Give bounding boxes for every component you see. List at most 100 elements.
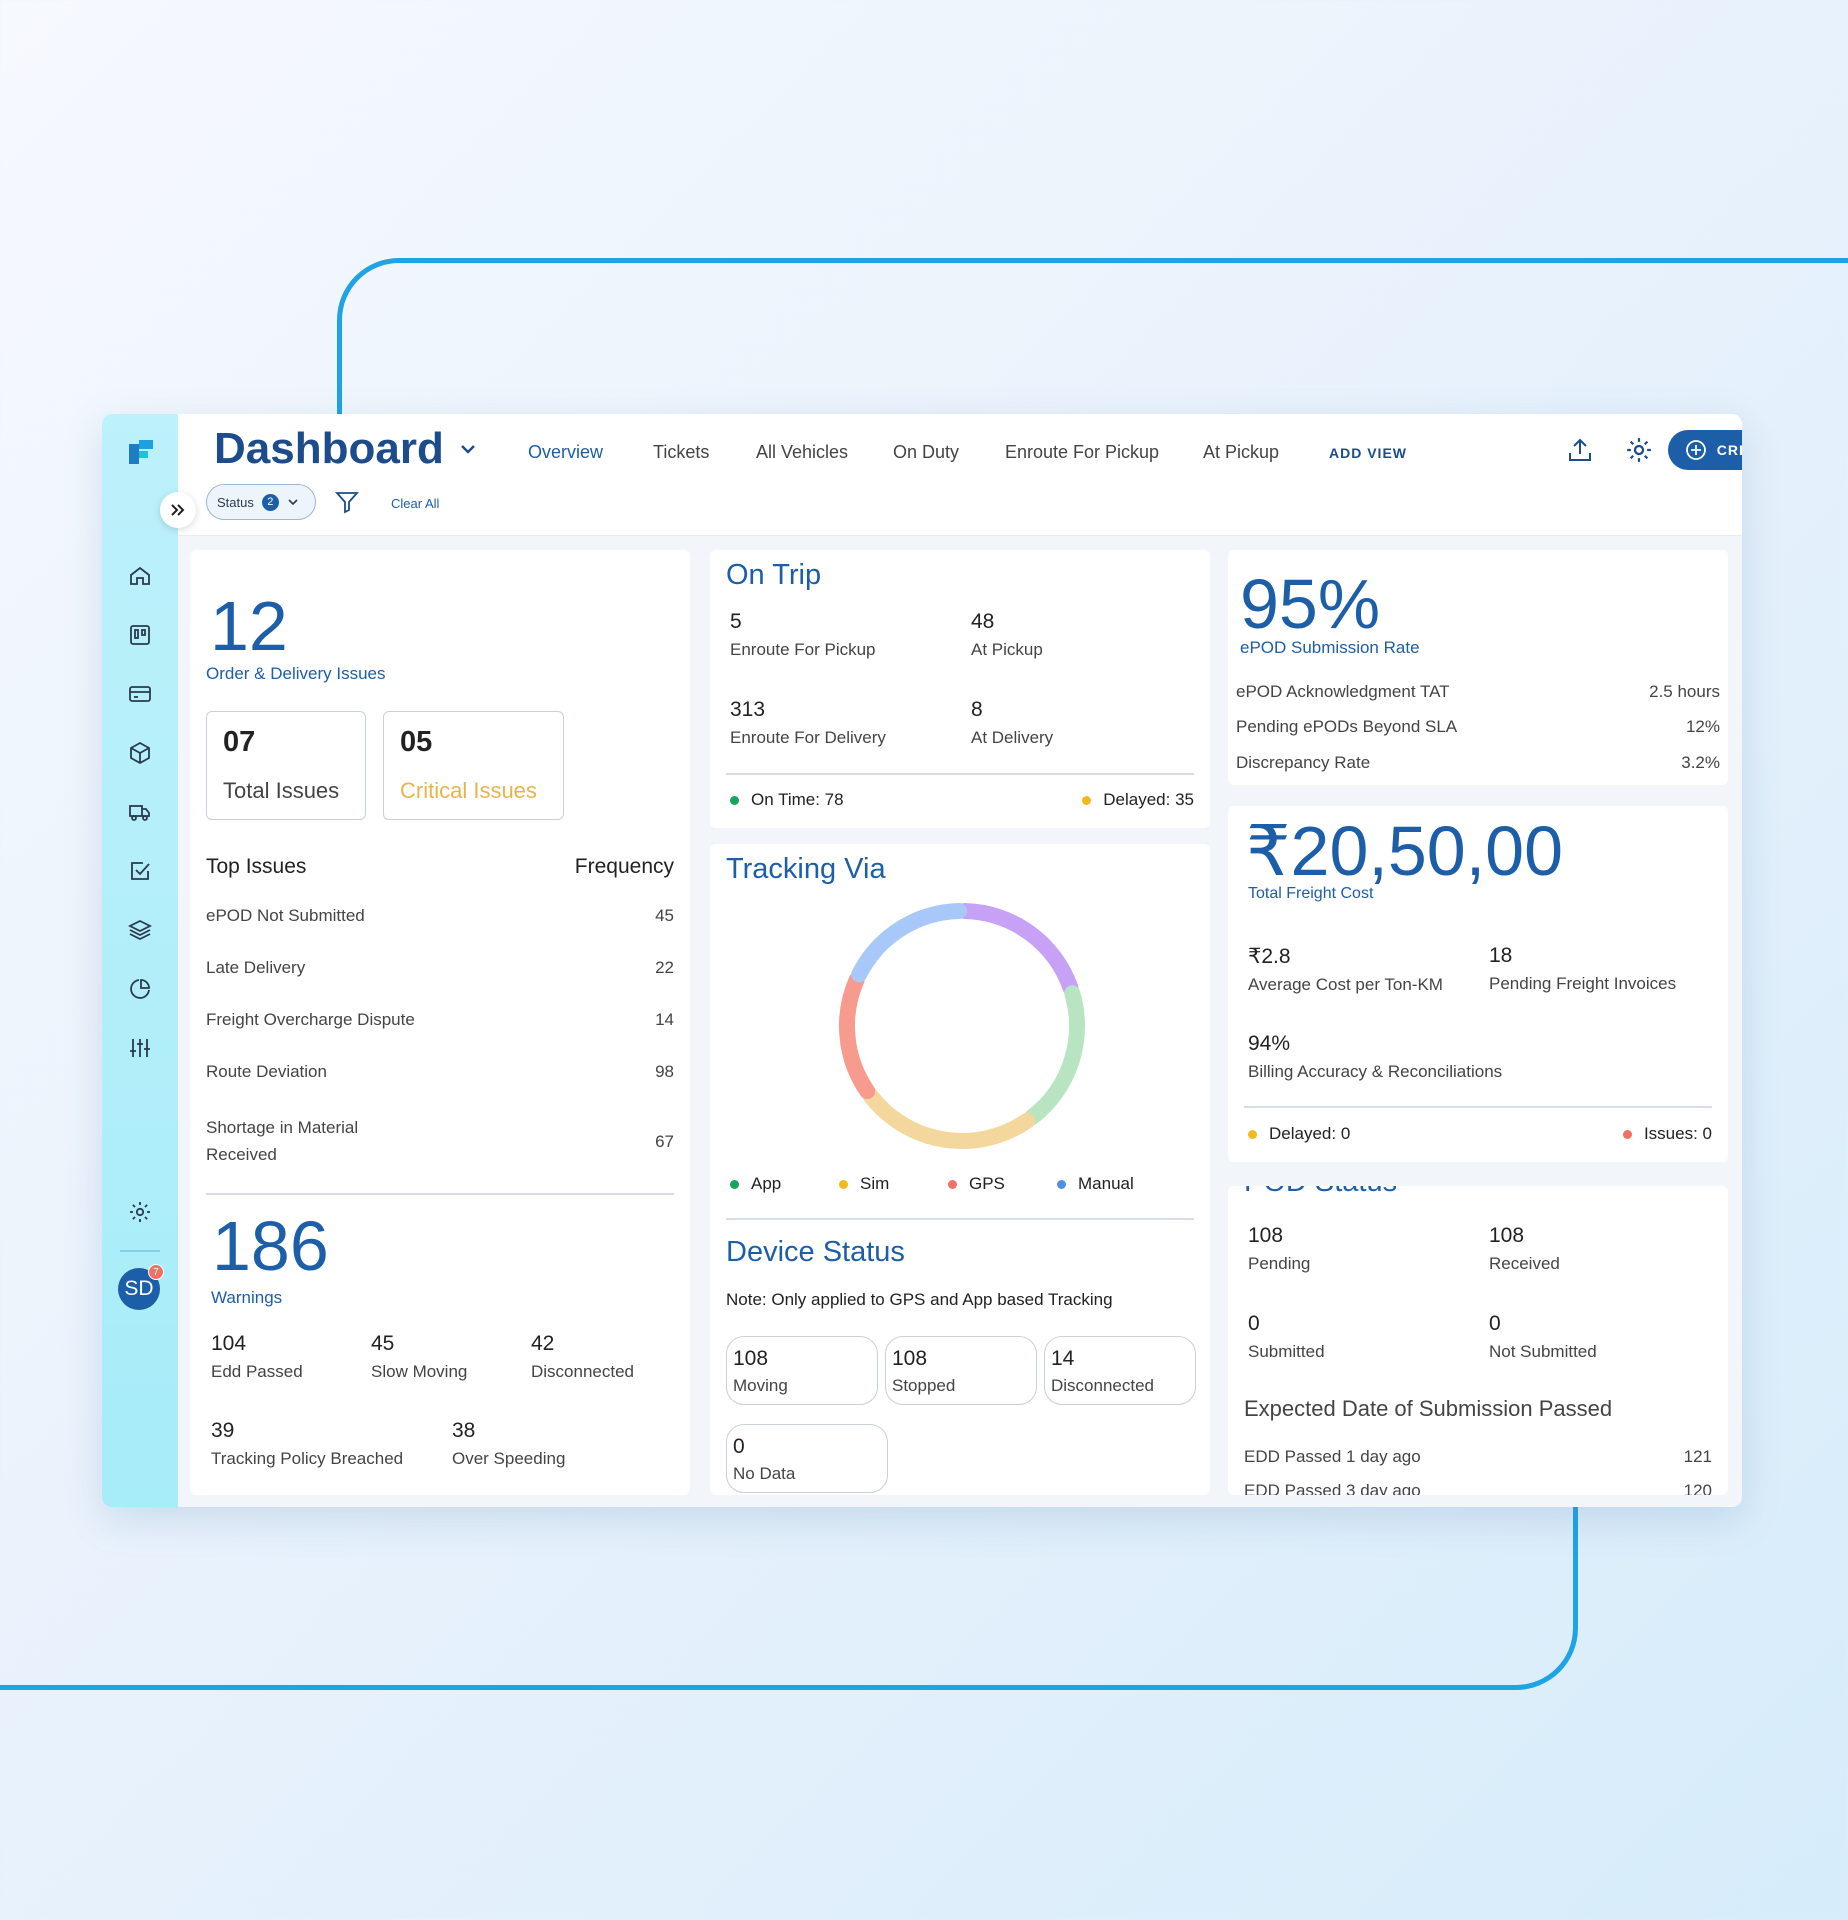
warnings-label: Warnings	[211, 1288, 283, 1307]
warning-stat: 45 Slow Moving	[371, 1332, 467, 1382]
issue-row[interactable]: Shortage in Material Received 67	[190, 1114, 690, 1168]
issue-row[interactable]: Late Delivery 22	[190, 958, 690, 978]
trip-stat-label: Enroute For Delivery	[730, 728, 886, 747]
double-chevron-right-icon	[171, 504, 185, 516]
delayed-dot	[1248, 1130, 1257, 1140]
critical-issues-label: Critical Issues	[400, 778, 537, 803]
sliders-icon[interactable]	[126, 1034, 154, 1062]
trip-stat-label: At Delivery	[971, 728, 1054, 747]
tab-at-pickup[interactable]: At Pickup	[1203, 442, 1280, 462]
dashboard-content: 12 Order & Delivery Issues 07 Total Issu…	[178, 536, 1742, 1507]
tracking-title: Tracking Via	[726, 853, 886, 885]
decorative-frame-top	[337, 258, 1848, 458]
pod-stat-value: 108	[1489, 1224, 1525, 1247]
epod-row-value: 12%	[1685, 717, 1720, 736]
issue-row[interactable]: Route Deviation 98	[190, 1062, 690, 1082]
freight-issues-indicator: Issues: 0	[1622, 1124, 1712, 1144]
trip-stat[interactable]: 8 At Delivery	[971, 698, 1053, 748]
pod-stat-value: 108	[1248, 1224, 1284, 1247]
card-icon[interactable]	[126, 680, 154, 708]
pod-stat-label: Submitted	[1248, 1342, 1325, 1361]
legend-label: Sim	[860, 1174, 890, 1193]
issue-row[interactable]: ePOD Not Submitted 45	[190, 906, 690, 926]
clear-all-link[interactable]: Clear All	[391, 496, 440, 511]
issue-frequency: 14	[655, 1010, 674, 1029]
create-label: CREATE	[1716, 442, 1742, 458]
filter-icon[interactable]	[334, 489, 360, 515]
legend-label: Manual	[1078, 1174, 1134, 1193]
pod-stat-value: 0	[1489, 1312, 1501, 1335]
add-view-button[interactable]: ADD VIEW	[1329, 445, 1407, 461]
device-moving-pill[interactable]: 108 Moving	[726, 1336, 878, 1405]
tracking-donut-chart	[839, 903, 1085, 1149]
pie-chart-icon[interactable]	[126, 975, 154, 1003]
trip-stat[interactable]: 313 Enroute For Delivery	[730, 698, 886, 748]
package-icon[interactable]	[126, 739, 154, 767]
warning-value: 104	[211, 1332, 247, 1355]
top-header: Dashboard Overview Tickets All Vehicles …	[178, 414, 1742, 536]
warning-value: 42	[531, 1332, 555, 1355]
frequency-header: Frequency	[574, 855, 674, 878]
settings-gear-icon[interactable]	[126, 1198, 154, 1226]
truck-icon[interactable]	[126, 798, 154, 826]
epod-row-label: ePOD Acknowledgment TAT	[1236, 682, 1450, 701]
issue-name: Shortage in Material Received	[206, 1118, 359, 1164]
create-button[interactable]: CREATE	[1668, 430, 1742, 470]
warning-label: Tracking Policy Breached	[211, 1449, 404, 1468]
upload-icon[interactable]	[1565, 435, 1595, 465]
tab-tickets[interactable]: Tickets	[653, 442, 710, 462]
tab-overview[interactable]: Overview	[528, 442, 604, 462]
freight-stat-label: Pending Freight Invoices	[1489, 974, 1677, 993]
warning-stat: 39 Tracking Policy Breached	[211, 1419, 403, 1469]
on-time-indicator: On Time: 78	[730, 790, 844, 810]
home-icon[interactable]	[126, 562, 154, 590]
settings-icon[interactable]	[1624, 435, 1654, 465]
device-disconnected-pill[interactable]: 14 Disconnected	[1044, 1336, 1196, 1405]
expand-sidebar-button[interactable]	[160, 492, 196, 528]
issue-name: ePOD Not Submitted	[206, 906, 365, 925]
warning-stat: 38 Over Speeding	[452, 1419, 565, 1469]
device-label: No Data	[733, 1464, 796, 1483]
tab-all-vehicles[interactable]: All Vehicles	[756, 442, 849, 462]
device-value: 108	[892, 1347, 928, 1370]
pod-stat[interactable]: 108 Received	[1489, 1224, 1560, 1274]
freight-stat-label: Average Cost per Ton-KM	[1248, 975, 1443, 994]
trip-stat[interactable]: 48 At Pickup	[971, 610, 1043, 660]
pod-stat[interactable]: 108 Pending	[1248, 1224, 1310, 1274]
warnings-count: 186	[212, 1207, 329, 1285]
legend-gps: GPS	[948, 1174, 1005, 1194]
checklist-icon[interactable]	[126, 857, 154, 885]
warning-stat: 104 Edd Passed	[211, 1332, 303, 1382]
freight-issues-text: Issues: 0	[1643, 1124, 1712, 1143]
tab-enroute-for-pickup[interactable]: Enroute For Pickup	[1005, 442, 1160, 462]
donut-segment	[862, 1088, 1036, 1149]
chevron-down-icon[interactable]	[457, 438, 479, 460]
freight-card: ₹20,50,00 Total Freight Cost ₹2.8 Averag…	[1228, 806, 1728, 1162]
device-stopped-pill[interactable]: 108 Stopped	[885, 1336, 1037, 1405]
status-filter-chip[interactable]: Status 2	[206, 484, 316, 520]
donut-segment	[1024, 985, 1085, 1126]
legend-label: App	[751, 1174, 782, 1193]
epod-row-value: 3.2%	[1681, 753, 1720, 772]
trip-stat[interactable]: 5 Enroute For Pickup	[730, 610, 876, 660]
page-title: Dashboard	[214, 424, 444, 473]
issue-frequency: 98	[655, 1062, 674, 1081]
tab-on-duty[interactable]: On Duty	[893, 442, 960, 462]
board-icon[interactable]	[126, 621, 154, 649]
device-status-title: Device Status	[726, 1236, 905, 1268]
pod-stat[interactable]: 0 Submitted	[1248, 1312, 1325, 1362]
legend-dot	[1057, 1180, 1066, 1190]
total-issues-value: 07	[223, 726, 256, 758]
dashboard-window: SD 7 Dashboard Overview Tickets All Vehi…	[102, 414, 1742, 1507]
pod-stat[interactable]: 0 Not Submitted	[1489, 1312, 1597, 1362]
device-value: 108	[733, 1347, 769, 1370]
total-issues-box: 07 Total Issues	[206, 711, 366, 820]
on-time-dot	[730, 796, 739, 806]
donut-segment	[957, 903, 1079, 996]
issue-row[interactable]: Freight Overcharge Dispute 14	[190, 1010, 690, 1030]
layers-icon[interactable]	[126, 916, 154, 944]
device-label: Disconnected	[1051, 1376, 1155, 1395]
device-no-data-pill[interactable]: 0 No Data	[726, 1424, 888, 1493]
legend-sim: Sim	[839, 1174, 889, 1194]
trip-stat-label: At Pickup	[971, 640, 1043, 659]
